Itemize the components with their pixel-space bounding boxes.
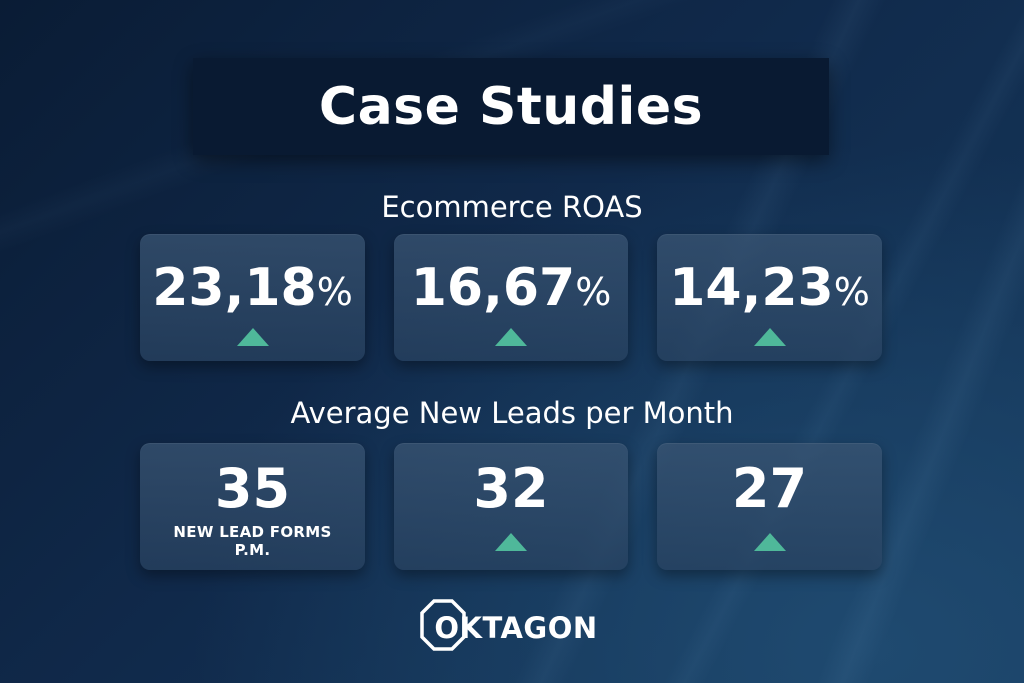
leads-heading: Average New Leads per Month <box>290 396 734 430</box>
leads-value-2: 32 <box>473 457 549 520</box>
roas-card-3: 14,23% <box>657 234 882 361</box>
title-box: Case Studies <box>193 58 829 155</box>
roas-value-3: 14,23% <box>669 258 870 318</box>
leads-value-3: 27 <box>731 457 808 520</box>
roas-card-2: 16,67% <box>394 234 628 361</box>
roas-value-1: 23,18% <box>152 258 353 318</box>
oktagon-logo: OKTAGON <box>0 599 1024 654</box>
leads-card-1: 35 NEW LEAD FORMS P.M. <box>140 443 365 570</box>
trend-up-icon <box>753 533 786 551</box>
trend-up-icon <box>495 328 527 346</box>
roas-value-2: 16,67% <box>410 258 612 318</box>
ecommerce-roas-heading: Ecommerce ROAS <box>381 190 643 224</box>
octagon-icon <box>420 599 467 651</box>
trend-up-icon <box>236 328 269 346</box>
leads-value-1: 35 <box>214 457 291 520</box>
leads-card-2: 32 <box>394 443 628 570</box>
trend-up-icon <box>495 533 527 551</box>
roas-card-1: 23,18% <box>140 234 365 361</box>
trend-up-icon <box>753 328 786 346</box>
leads-caption: NEW LEAD FORMS P.M. <box>173 523 332 559</box>
leads-card-3: 27 <box>657 443 882 570</box>
page-title: Case Studies <box>318 76 704 137</box>
